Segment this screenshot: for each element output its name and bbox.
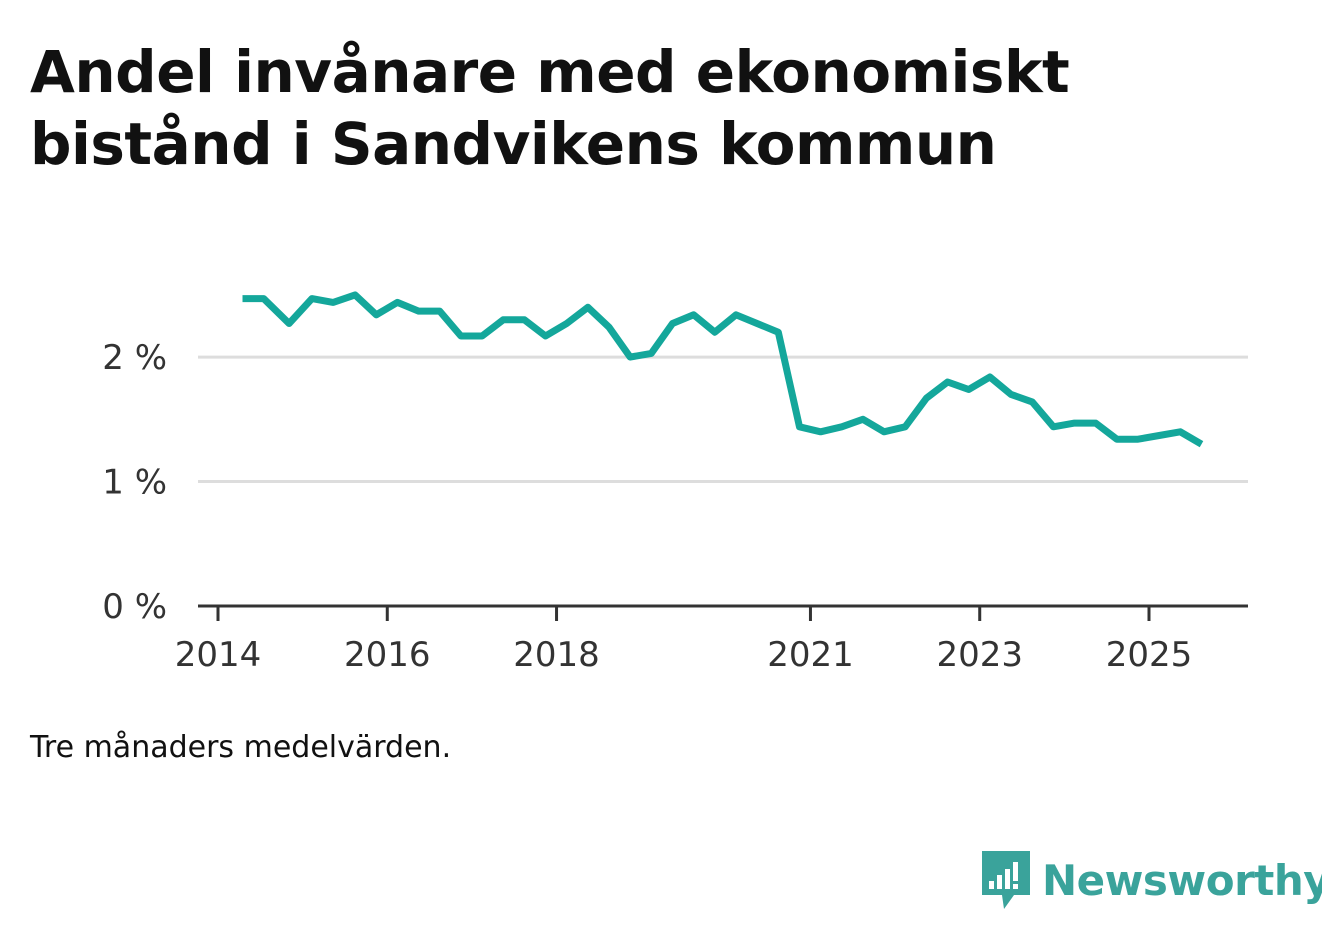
data-point: [732, 311, 739, 318]
data-point: [542, 332, 549, 339]
y-tick-label: 0 %: [102, 587, 167, 627]
chart-title: Andel invånare med ekonomiskt bistånd i …: [30, 36, 1230, 180]
data-point: [754, 320, 761, 327]
x-tick-label: 2016: [344, 635, 431, 675]
x-tick-label: 2023: [936, 635, 1023, 675]
data-point: [563, 320, 570, 327]
data-point: [1071, 420, 1078, 427]
data-point: [627, 354, 634, 361]
data-point: [286, 320, 293, 327]
data-point: [817, 428, 824, 435]
data-point: [881, 428, 888, 435]
newsworthy-logo[interactable]: Newsworthy: [980, 848, 1322, 912]
data-point: [1113, 436, 1120, 443]
chart-title-line-2: bistånd i Sandvikens kommun: [30, 110, 997, 178]
x-tick-label: 2025: [1106, 635, 1193, 675]
data-point: [260, 295, 267, 302]
data-point: [796, 423, 803, 430]
line-chart: 0 % 1 % 2 % 2014 2016 2018 2021 2023 2025: [102, 291, 1248, 675]
data-point: [1092, 420, 1099, 427]
data-point: [965, 386, 972, 393]
data-point: [584, 304, 591, 311]
data-point: [1134, 436, 1141, 443]
data-point: [1198, 441, 1205, 448]
data-point: [500, 316, 507, 323]
data-point: [1177, 428, 1184, 435]
x-tick-label: 2018: [513, 635, 600, 675]
chart-note: Tre månaders medelvärden.: [30, 730, 452, 765]
data-point: [1050, 423, 1057, 430]
data-point: [436, 308, 443, 315]
series-line: [242, 291, 1204, 448]
bar-chart-speech-bubble-icon: [982, 851, 1030, 909]
data-point: [521, 316, 528, 323]
data-point: [986, 374, 993, 381]
data-point: [606, 324, 613, 331]
data-point: [775, 329, 782, 336]
data-point: [239, 295, 246, 302]
data-point: [415, 308, 422, 315]
data-point: [1008, 391, 1015, 398]
x-tick-label: 2021: [767, 635, 854, 675]
data-point: [394, 299, 401, 306]
data-point: [859, 416, 866, 423]
x-tick-label: 2014: [175, 635, 262, 675]
data-point: [711, 329, 718, 336]
data-point: [1156, 432, 1163, 439]
brand-name: Newsworthy: [1042, 855, 1322, 905]
data-point: [1029, 398, 1036, 405]
data-point: [838, 423, 845, 430]
data-point: [944, 379, 951, 386]
data-point: [308, 295, 315, 302]
data-point: [902, 423, 909, 430]
data-point: [352, 291, 359, 298]
data-point: [648, 350, 655, 357]
y-tick-label: 1 %: [102, 463, 167, 503]
data-point: [373, 311, 380, 318]
y-tick-label: 2 %: [102, 338, 167, 378]
data-point: [330, 299, 337, 306]
chart-title-line-1: Andel invånare med ekonomiskt: [30, 38, 1070, 106]
data-point: [690, 311, 697, 318]
data-point: [669, 320, 676, 327]
data-point: [479, 332, 486, 339]
data-point: [457, 332, 464, 339]
data-point: [923, 395, 930, 402]
